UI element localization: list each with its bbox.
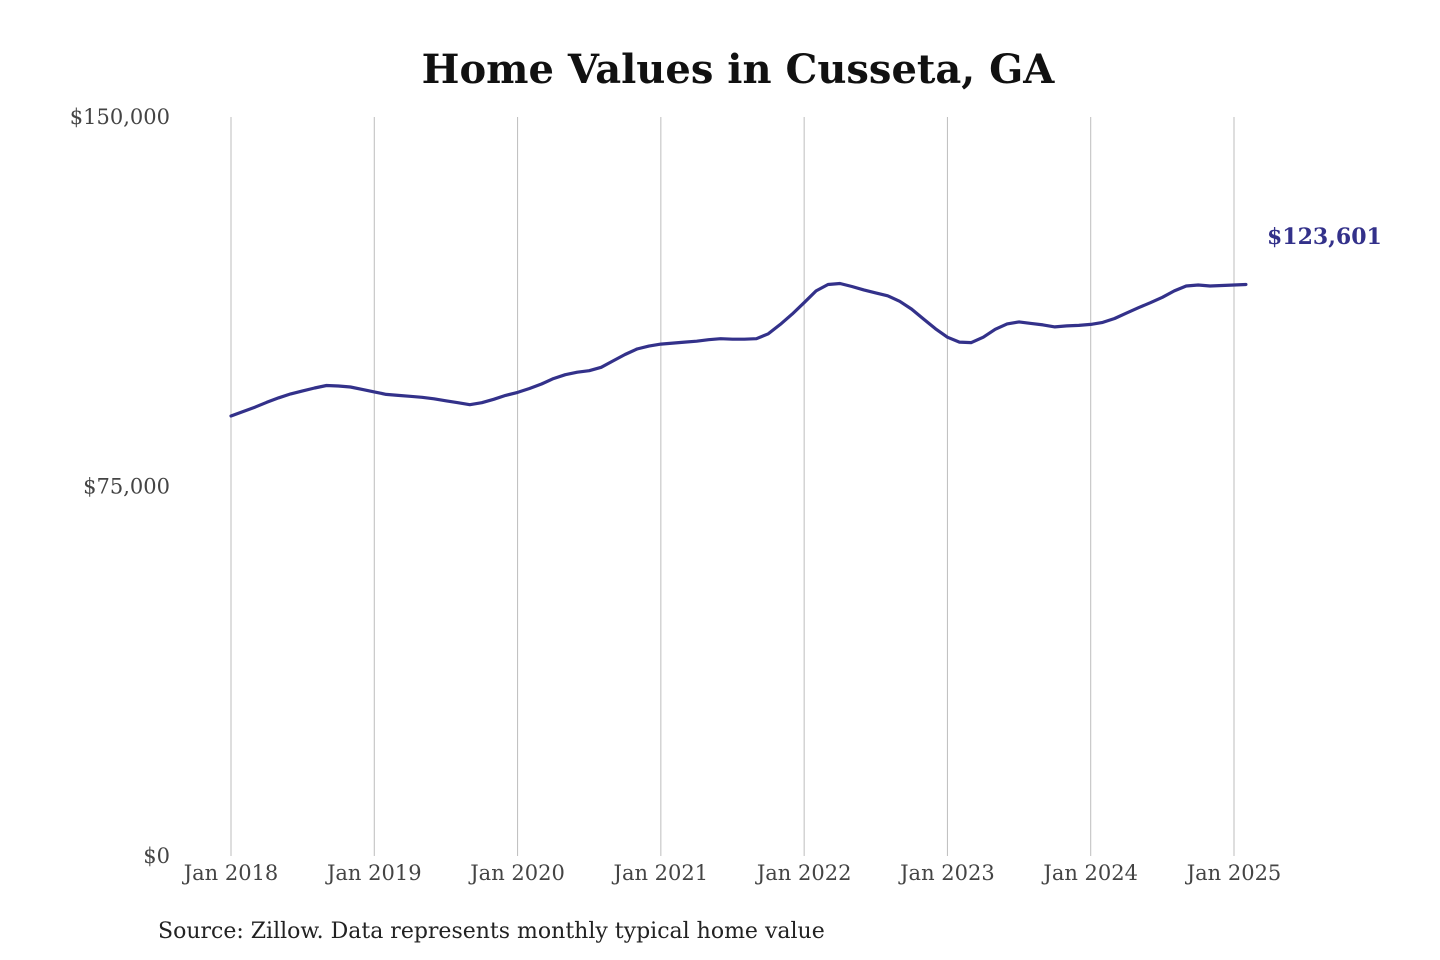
y-tick-label: $150,000 (70, 105, 170, 129)
x-tick-label: Jan 2024 (1041, 861, 1138, 885)
x-gridlines (230, 117, 1235, 856)
x-tick-label: Jan 2020 (468, 861, 565, 885)
y-axis-tick-labels: $0 $75,000 $150,000 (70, 105, 170, 868)
x-tick-label: Jan 2018 (182, 861, 279, 885)
y-tick-label: $75,000 (83, 475, 170, 499)
x-tick-label: Jan 2022 (755, 861, 852, 885)
x-tick-label: Jan 2019 (325, 861, 422, 885)
x-tick-label: Jan 2021 (612, 861, 709, 885)
x-tick-label: Jan 2025 (1185, 861, 1282, 885)
latest-value-label: $123,601 (1267, 224, 1382, 250)
x-axis-tick-labels: Jan 2018 Jan 2019 Jan 2020 Jan 2021 Jan 2022… (182, 861, 1282, 885)
chart-title: Home Values in Cusseta, GA (422, 46, 1056, 93)
y-tick-label: $0 (143, 844, 170, 868)
source-note: Source: Zillow. Data represents monthly … (158, 919, 825, 944)
x-tick-label: Jan 2023 (898, 861, 995, 885)
home-value-series-line (229, 281, 1248, 418)
